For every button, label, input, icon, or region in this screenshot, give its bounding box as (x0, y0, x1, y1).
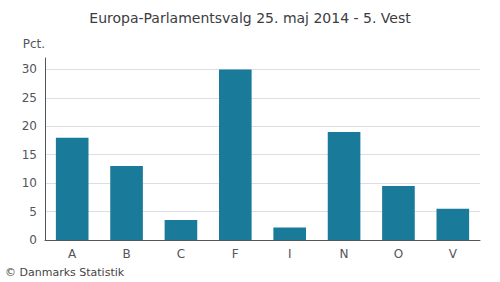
svg-text:V: V (449, 247, 458, 261)
svg-text:25: 25 (22, 91, 37, 105)
svg-text:Pct.: Pct. (23, 37, 45, 51)
svg-text:B: B (122, 247, 130, 261)
svg-text:30: 30 (22, 62, 37, 76)
svg-text:I: I (288, 247, 292, 261)
svg-text:0: 0 (29, 233, 37, 247)
svg-text:10: 10 (22, 176, 37, 190)
svg-text:© Danmarks Statistik: © Danmarks Statistik (5, 266, 125, 279)
svg-text:C: C (177, 247, 185, 261)
svg-text:F: F (232, 247, 239, 261)
svg-text:N: N (340, 247, 349, 261)
svg-text:Europa-Parlamentsvalg 25. maj: Europa-Parlamentsvalg 25. maj 2014 - 5. … (89, 10, 411, 26)
svg-text:A: A (68, 247, 77, 261)
svg-text:5: 5 (29, 205, 37, 219)
svg-text:O: O (394, 247, 403, 261)
svg-text:20: 20 (22, 119, 37, 133)
svg-text:15: 15 (22, 148, 37, 162)
